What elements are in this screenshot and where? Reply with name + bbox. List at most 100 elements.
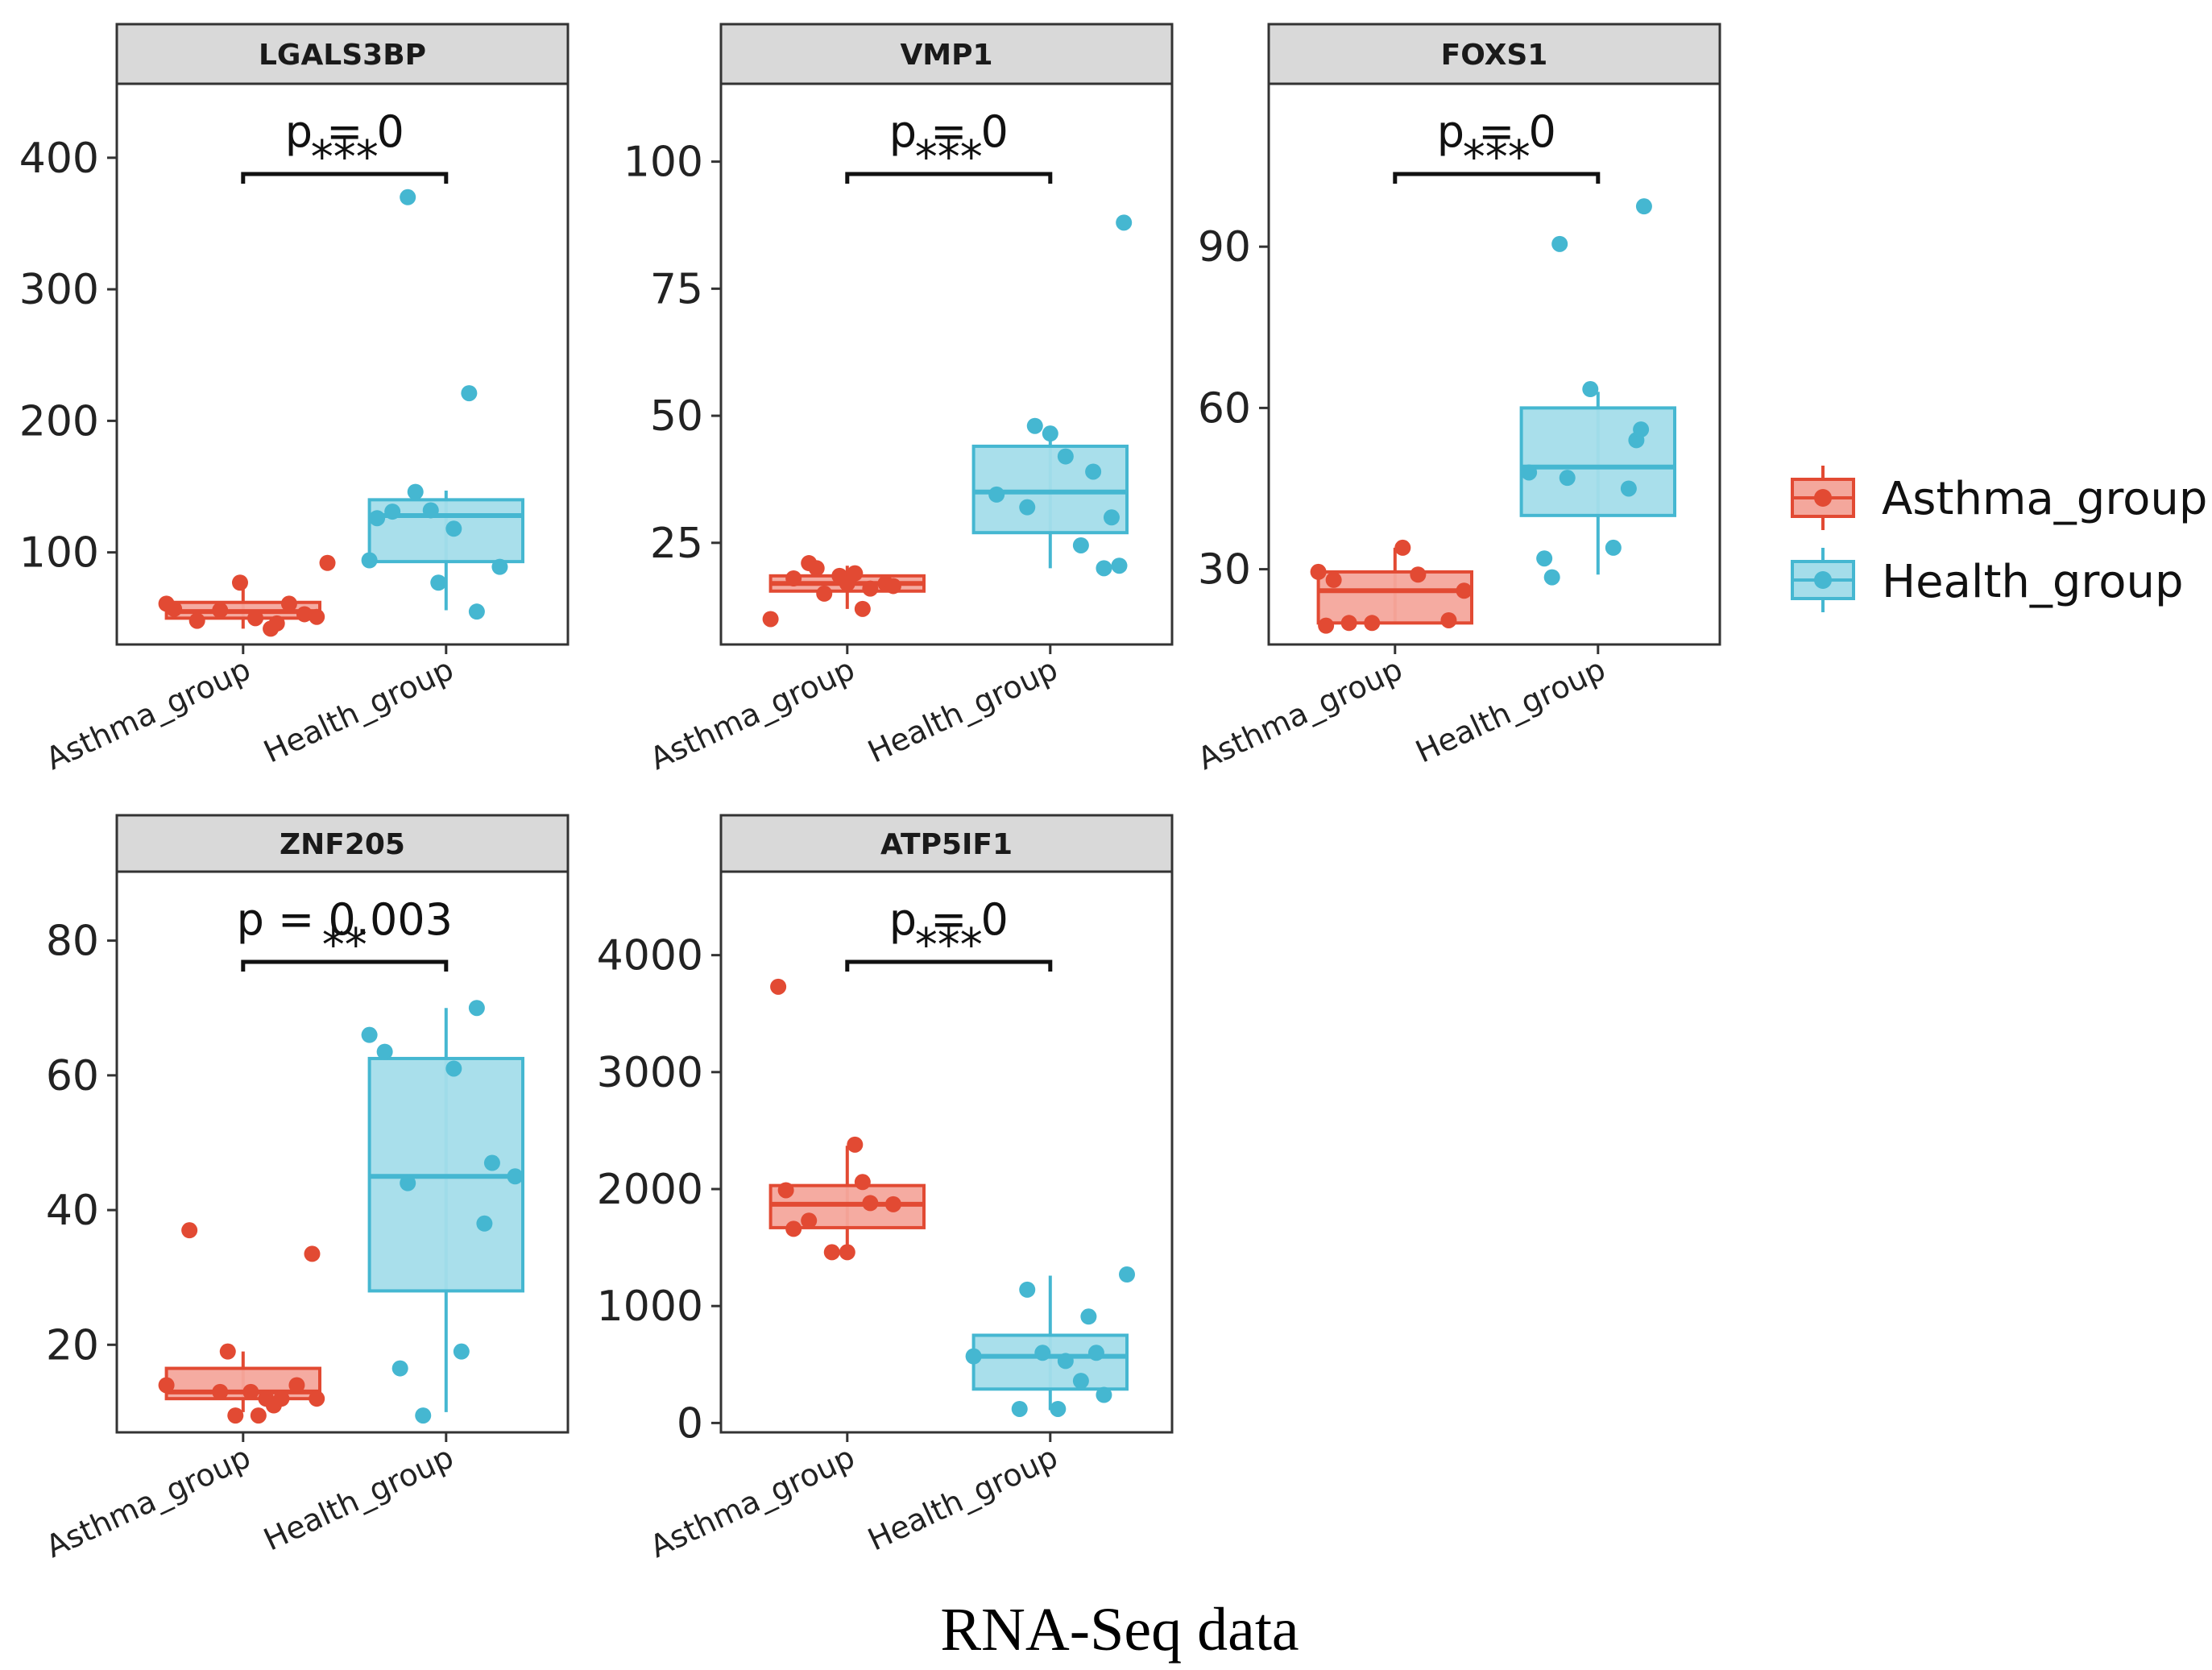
facet-panel: LGALS3BP 100 200 300 400 Asthma_group Health_g… — [19, 23, 570, 777]
data-point — [1111, 557, 1128, 574]
y-tick-label: 30 — [1198, 546, 1251, 595]
data-point — [415, 1407, 432, 1424]
data-point — [369, 510, 386, 527]
data-point — [1364, 615, 1381, 632]
data-point — [1026, 417, 1043, 434]
data-point — [1057, 1353, 1074, 1370]
data-point — [391, 1360, 408, 1377]
data-point — [280, 595, 297, 612]
y-tick-label: 300 — [19, 266, 99, 314]
data-point — [1057, 448, 1074, 465]
box-group — [1519, 198, 1676, 586]
data-point — [491, 558, 508, 575]
significance-bracket — [1393, 172, 1601, 184]
facet-title: LGALS3BP — [259, 39, 426, 72]
data-point — [268, 615, 285, 632]
data-point — [1633, 421, 1650, 438]
data-point — [1543, 569, 1560, 586]
legend-label-health: Health_group — [1882, 556, 2184, 608]
data-point — [422, 502, 439, 519]
facet-strip — [115, 23, 570, 85]
data-point — [188, 612, 205, 629]
data-point — [468, 603, 485, 620]
data-point — [854, 1174, 871, 1191]
data-point — [1019, 1281, 1036, 1298]
p-value-label: p = 0 — [889, 894, 1009, 945]
data-point — [1536, 550, 1553, 567]
data-point — [1582, 381, 1599, 398]
data-point — [227, 1407, 244, 1424]
facet-title: ATP5IF1 — [880, 828, 1013, 861]
data-point — [785, 1220, 802, 1237]
data-point — [847, 565, 864, 582]
data-point — [296, 606, 313, 623]
x-tick-label: Health_group — [259, 1439, 459, 1557]
data-point — [309, 1390, 325, 1407]
data-point — [507, 1168, 524, 1185]
data-point — [158, 1377, 175, 1394]
data-point — [762, 611, 779, 628]
y-tick-label: 100 — [623, 139, 703, 187]
data-point — [304, 1245, 321, 1262]
data-point — [884, 1196, 901, 1212]
significance-bracket — [241, 959, 449, 972]
data-point — [1119, 1266, 1135, 1283]
data-point — [854, 600, 871, 617]
data-point — [212, 1383, 229, 1400]
x-tick-label: Asthma_group — [1192, 651, 1407, 777]
data-point — [1019, 499, 1036, 516]
facet-panel: ATP5IF1 0 1000 2000 3000 4000 Asthma_group Heal… — [597, 814, 1174, 1564]
y-tick-label: 3000 — [597, 1049, 703, 1097]
data-point — [181, 1222, 198, 1239]
facet-panel: VMP1 25 50 75 100 Asthma_group Health_group p =… — [623, 23, 1174, 777]
data-point — [1635, 198, 1652, 215]
significance-stars: *** — [915, 919, 983, 972]
box-group — [361, 1000, 524, 1424]
data-point — [965, 1348, 982, 1365]
data-point — [1551, 235, 1568, 252]
data-point — [212, 602, 229, 619]
data-point — [319, 554, 336, 571]
y-tick-label: 75 — [650, 265, 703, 313]
data-point — [376, 1043, 393, 1060]
data-point — [1410, 566, 1427, 583]
data-point — [801, 1212, 818, 1229]
data-point — [1011, 1400, 1028, 1417]
data-point — [1456, 582, 1473, 599]
box-group — [971, 214, 1133, 577]
data-point — [219, 1343, 236, 1360]
x-tick-label: Asthma_group — [644, 651, 860, 777]
p-value-label: p = 0 — [889, 106, 1009, 157]
data-point — [1559, 470, 1576, 487]
x-tick-label: Health_group — [863, 1439, 1063, 1557]
y-tick-label: 60 — [1198, 384, 1251, 433]
significance-stars: *** — [1463, 131, 1531, 184]
legend-label-asthma: Asthma_group — [1882, 473, 2207, 525]
data-point — [166, 600, 183, 617]
data-point — [1050, 1400, 1067, 1417]
y-tick-label: 0 — [677, 1399, 703, 1448]
data-point — [309, 608, 325, 625]
data-point — [1042, 425, 1058, 442]
facet-panel: FOXS1 30 60 90 Asthma_group Health_group p = 0… — [1192, 23, 1721, 777]
data-point — [461, 385, 478, 402]
y-tick-label: 90 — [1198, 223, 1251, 271]
x-tick-label: Health_group — [259, 651, 459, 769]
y-tick-label: 50 — [650, 392, 703, 441]
significance-stars: ** — [322, 919, 367, 972]
data-point — [468, 1000, 485, 1017]
data-point — [384, 503, 401, 520]
box — [971, 1333, 1129, 1391]
data-point — [862, 1195, 879, 1212]
data-point — [242, 1383, 259, 1400]
data-point — [453, 1343, 470, 1360]
y-tick-label: 60 — [46, 1052, 99, 1100]
data-point — [1340, 615, 1357, 632]
data-point — [823, 1244, 840, 1261]
chart-caption: RNA-Seq data — [940, 1596, 1299, 1664]
data-point — [445, 1060, 462, 1077]
p-value-label: p = 0.003 — [237, 894, 453, 945]
plot-area — [719, 82, 1174, 646]
